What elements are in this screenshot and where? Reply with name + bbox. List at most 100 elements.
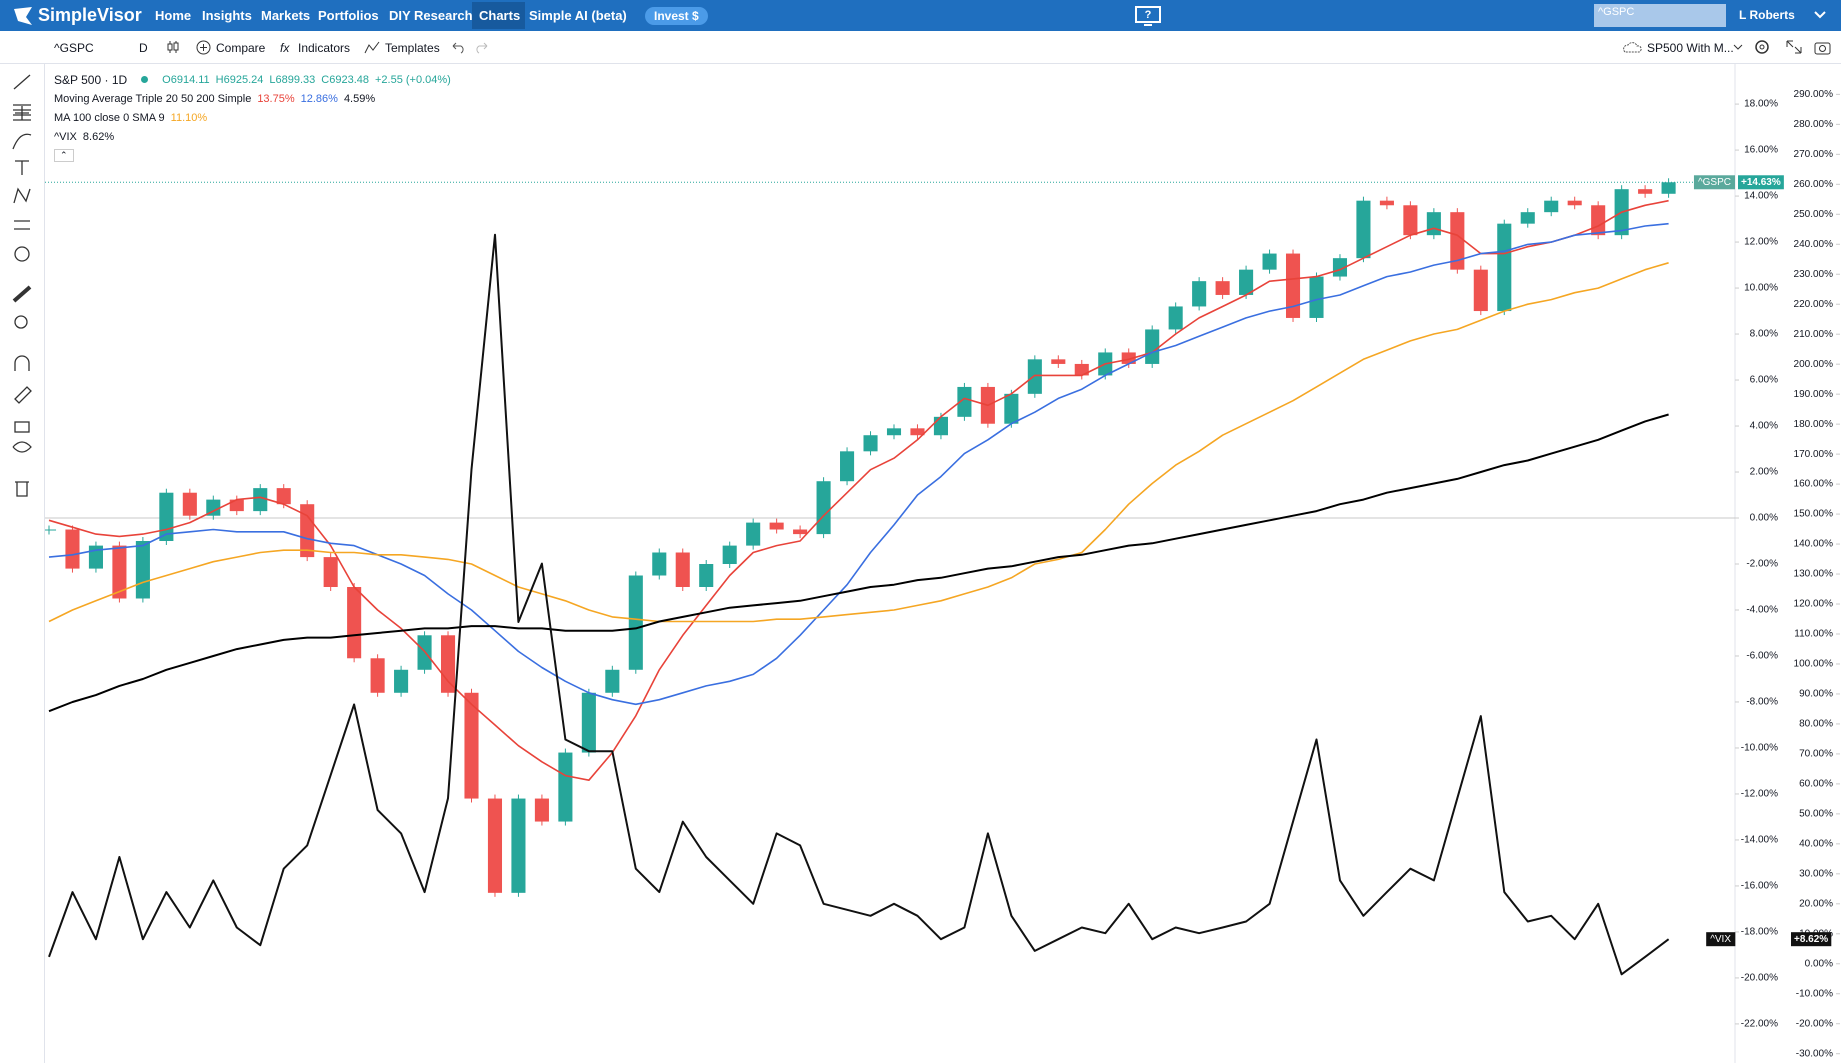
svg-text:?: ? [1145, 9, 1152, 21]
y-tick-label: -18.00% [1741, 927, 1778, 938]
collapse-button[interactable]: ⌃ [54, 149, 74, 162]
zoom-tool[interactable] [14, 315, 28, 329]
help-icon[interactable]: ? [1134, 5, 1162, 27]
y2-tick-label: 40.00% [1799, 838, 1833, 849]
hide-tool[interactable] [12, 441, 32, 453]
compare-icon [196, 40, 211, 55]
text-tool[interactable] [15, 160, 29, 175]
layout-icon [1623, 42, 1642, 53]
indicator-name: MA 100 close 0 SMA 9 [54, 111, 165, 124]
y2-tick-label: 120.00% [1794, 599, 1834, 610]
candle [1356, 200, 1371, 259]
candle [440, 635, 456, 693]
fib-tool[interactable] [13, 104, 31, 121]
value-tag: +8.62% [1794, 934, 1828, 945]
nav-item[interactable]: Markets [261, 8, 311, 23]
y-tick-label: -2.00% [1746, 559, 1778, 570]
y-tick-label: -6.00% [1746, 651, 1778, 662]
prediction-tool[interactable] [14, 220, 30, 230]
candle [652, 552, 667, 576]
interval[interactable]: D [139, 41, 148, 55]
legend-title: S&P 500 · 1D [54, 72, 128, 87]
nav-item[interactable]: DIY Research [389, 8, 473, 23]
caret [1733, 44, 1743, 50]
pattern-tool[interactable] [13, 187, 31, 204]
compare-button[interactable]: Compare [216, 41, 266, 55]
y-tick-label: 0.00% [1750, 513, 1778, 524]
status-dot [141, 76, 149, 83]
active-tab [472, 2, 525, 29]
ohlc: C6923.48 [321, 73, 369, 86]
search-box[interactable]: ^GSPC [1594, 4, 1726, 27]
brush-tool[interactable] [12, 133, 32, 150]
y2-tick-label: 60.00% [1799, 779, 1833, 790]
emoji-tool[interactable] [14, 246, 30, 262]
y2-tick-label: 140.00% [1794, 539, 1834, 550]
undo-redo[interactable] [450, 40, 490, 54]
candle [1309, 276, 1324, 318]
indicator-value: 12.86% [300, 92, 338, 105]
drawing-tools [12, 63, 45, 1063]
indicator-name: Moving Average Triple 20 50 200 Simple [54, 92, 252, 105]
y2-tick-label: 250.00% [1794, 209, 1834, 220]
indicators-button[interactable]: Indicators [298, 41, 351, 55]
y-tick-label: -20.00% [1741, 973, 1778, 984]
candle [1403, 205, 1418, 236]
templates-button[interactable]: Templates [385, 41, 440, 55]
candle [863, 435, 878, 452]
y-tick-label: 6.00% [1750, 375, 1778, 386]
candle [558, 752, 573, 822]
lock-tool[interactable] [14, 421, 30, 433]
trendline-tool[interactable] [13, 74, 31, 90]
legend: S&P 500 · 1D O6914.11 H6925.24 L6899.33 C692… [54, 70, 451, 165]
candle [135, 541, 150, 599]
nav-item[interactable]: Simple AI (beta) [529, 8, 627, 23]
symbol-input[interactable]: ^GSPC [54, 41, 94, 55]
candle [1285, 253, 1301, 318]
logo[interactable]: SimpleVisor [38, 5, 142, 25]
delete-tool[interactable] [15, 481, 29, 497]
candle [112, 545, 127, 599]
measure-tool[interactable] [12, 285, 32, 303]
layout-name[interactable]: SP500 With M... [1647, 41, 1734, 55]
nav-item[interactable]: Home [155, 8, 192, 23]
lock-drawing-tool[interactable] [14, 386, 32, 404]
user-menu[interactable]: L Roberts [1739, 8, 1795, 22]
y2-tick-label: 270.00% [1794, 149, 1834, 160]
line-series [48, 413, 1669, 713]
candle [1004, 393, 1019, 424]
nav-item[interactable]: Portfolios [318, 8, 379, 23]
candle [1215, 281, 1230, 295]
y2-tick-label: 90.00% [1799, 689, 1833, 700]
series-tag: ^VIX [1710, 934, 1731, 945]
candle [229, 499, 244, 512]
logo-icon [14, 7, 32, 25]
toolbar-icons[interactable] [1753, 38, 1833, 56]
candle [534, 798, 549, 822]
series-tag-box [1706, 932, 1736, 947]
nav-item[interactable]: Insights [202, 8, 252, 23]
candle [1074, 363, 1089, 376]
y-tick-label: -4.00% [1746, 605, 1778, 616]
nav-item[interactable]: Charts [479, 8, 521, 23]
crosshair-tool[interactable] [15, 106, 29, 120]
candle [1051, 359, 1066, 364]
y2-tick-label: -10.00% [1796, 988, 1833, 999]
y2-tick-label: 260.00% [1794, 179, 1834, 190]
indicator-value: 11.10% [170, 111, 208, 124]
invest-button[interactable]: Invest $ [645, 7, 708, 25]
candle [464, 692, 479, 799]
ohlc: L6899.33 [269, 73, 316, 86]
y-tick-label: 4.00% [1750, 421, 1778, 432]
chart-style-icon[interactable] [166, 40, 182, 54]
candle [722, 545, 737, 564]
indicator-value: 13.75% [257, 92, 295, 105]
series-tag: ^GSPC [1698, 177, 1731, 188]
magnet-tool[interactable] [14, 355, 30, 371]
candle [1520, 212, 1535, 224]
navbar: SimpleVisor Home Insights Markets Portfo… [0, 0, 1841, 31]
y-tick-label: 10.00% [1744, 283, 1778, 294]
candle [1027, 359, 1042, 394]
y-tick-label: -10.00% [1741, 743, 1778, 754]
